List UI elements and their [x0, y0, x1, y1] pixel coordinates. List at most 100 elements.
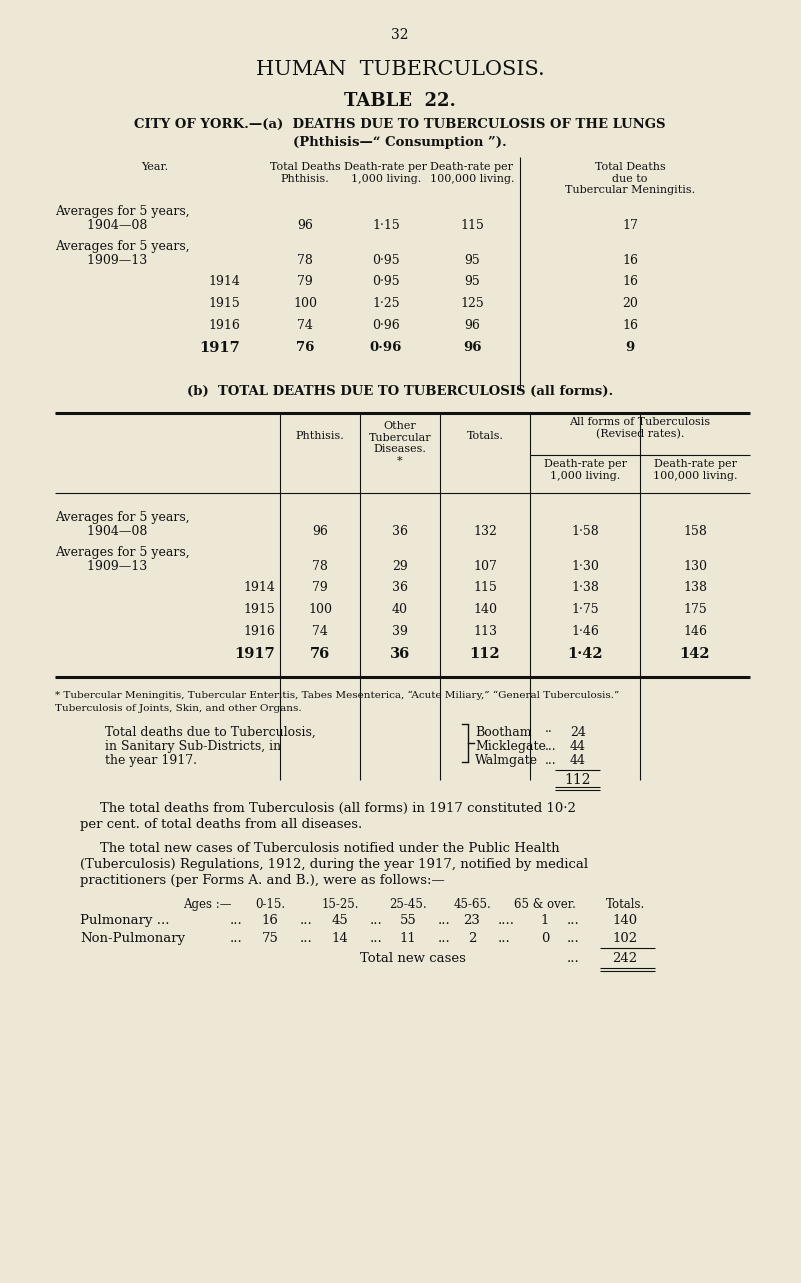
Text: 1909—13: 1909—13: [55, 254, 147, 267]
Text: Walmgate: Walmgate: [475, 754, 538, 767]
Text: 1914: 1914: [208, 275, 240, 287]
Text: ...: ...: [300, 931, 312, 946]
Text: 95: 95: [464, 254, 480, 267]
Text: 16: 16: [622, 254, 638, 267]
Text: 17: 17: [622, 219, 638, 232]
Text: ...: ...: [545, 754, 557, 767]
Text: ...: ...: [438, 913, 451, 928]
Text: 44: 44: [570, 740, 586, 753]
Text: 96: 96: [312, 525, 328, 538]
Text: Micklegate: Micklegate: [475, 740, 545, 753]
Text: 1·38: 1·38: [571, 581, 599, 594]
Text: Death-rate per
1,000 living.: Death-rate per 1,000 living.: [544, 459, 626, 481]
Text: 1904—08: 1904—08: [55, 525, 147, 538]
Text: Total new cases: Total new cases: [360, 952, 466, 965]
Text: 75: 75: [262, 931, 279, 946]
Text: Death-rate per
100,000 living.: Death-rate per 100,000 living.: [653, 459, 737, 481]
Text: 1917: 1917: [199, 341, 240, 355]
Text: 1916: 1916: [244, 625, 275, 638]
Text: Tuberculosis of Joints, Skin, and other Organs.: Tuberculosis of Joints, Skin, and other …: [55, 704, 302, 713]
Text: 130: 130: [683, 559, 707, 574]
Text: 0·96: 0·96: [370, 341, 402, 354]
Text: Totals.: Totals.: [606, 898, 645, 911]
Text: Total Deaths
Phthisis.: Total Deaths Phthisis.: [270, 162, 340, 183]
Text: 138: 138: [683, 581, 707, 594]
Text: 45: 45: [332, 913, 348, 928]
Text: Averages for 5 years,: Averages for 5 years,: [55, 205, 190, 218]
Text: 242: 242: [613, 952, 638, 965]
Text: 1: 1: [541, 913, 549, 928]
Text: Other
Tubercular
Diseases.
*: Other Tubercular Diseases. *: [368, 421, 431, 466]
Text: in Sanitary Sub-Districts, in: in Sanitary Sub-Districts, in: [105, 740, 281, 753]
Text: Phthisis.: Phthisis.: [296, 431, 344, 441]
Text: ...: ...: [438, 931, 451, 946]
Text: 140: 140: [473, 603, 497, 616]
Text: 15-25.: 15-25.: [321, 898, 359, 911]
Text: Bootham: Bootham: [475, 726, 532, 739]
Text: 125: 125: [460, 296, 484, 310]
Text: practitioners (per Forms A. and B.), were as follows:—: practitioners (per Forms A. and B.), wer…: [80, 874, 445, 887]
Text: ...: ...: [498, 931, 511, 946]
Text: 1·25: 1·25: [372, 296, 400, 310]
Text: 140: 140: [613, 913, 638, 928]
Text: 96: 96: [297, 219, 313, 232]
Text: 29: 29: [392, 559, 408, 574]
Text: 96: 96: [464, 319, 480, 332]
Text: ...: ...: [370, 931, 383, 946]
Text: 78: 78: [297, 254, 313, 267]
Text: 1904—08: 1904—08: [55, 219, 147, 232]
Text: ...: ...: [230, 931, 243, 946]
Text: 100: 100: [293, 296, 317, 310]
Text: 1915: 1915: [244, 603, 275, 616]
Text: 79: 79: [312, 581, 328, 594]
Text: 96: 96: [463, 341, 481, 354]
Text: Death-rate per
100,000 living.: Death-rate per 100,000 living.: [430, 162, 514, 183]
Text: ...: ...: [567, 931, 580, 946]
Text: 1915: 1915: [208, 296, 240, 310]
Text: ...: ...: [300, 913, 312, 928]
Text: Non-Pulmonary: Non-Pulmonary: [80, 931, 185, 946]
Text: 32: 32: [391, 28, 409, 42]
Text: 112: 112: [469, 647, 501, 661]
Text: Pulmonary ...: Pulmonary ...: [80, 913, 170, 928]
Text: Ages :—: Ages :—: [183, 898, 231, 911]
Text: ....: ....: [498, 913, 515, 928]
Text: 36: 36: [390, 647, 410, 661]
Text: Averages for 5 years,: Averages for 5 years,: [55, 511, 190, 523]
Text: * Tubercular Meningitis, Tubercular Enteritis, Tabes Mesenterica, “Acute Miliary: * Tubercular Meningitis, Tubercular Ente…: [55, 692, 619, 701]
Text: (Phthisis—“ Consumption ”).: (Phthisis—“ Consumption ”).: [293, 136, 507, 149]
Text: 0-15.: 0-15.: [255, 898, 285, 911]
Text: 1914: 1914: [244, 581, 275, 594]
Text: ...: ...: [567, 952, 580, 965]
Text: 9: 9: [626, 341, 634, 354]
Text: ...: ...: [370, 913, 383, 928]
Text: ··: ··: [545, 726, 553, 739]
Text: 78: 78: [312, 559, 328, 574]
Text: All forms of Tuberculosis
(Revised rates).: All forms of Tuberculosis (Revised rates…: [570, 417, 710, 439]
Text: 40: 40: [392, 603, 408, 616]
Text: 1·58: 1·58: [571, 525, 599, 538]
Text: ...: ...: [545, 740, 557, 753]
Text: TABLE  22.: TABLE 22.: [344, 92, 456, 110]
Text: CITY OF YORK.—(a)  DEATHS DUE TO TUBERCULOSIS OF THE LUNGS: CITY OF YORK.—(a) DEATHS DUE TO TUBERCUL…: [135, 118, 666, 131]
Text: 0·95: 0·95: [372, 275, 400, 287]
Text: Total Deaths
due to
Tubercular Meningitis.: Total Deaths due to Tubercular Meningiti…: [565, 162, 695, 195]
Text: 45-65.: 45-65.: [453, 898, 491, 911]
Text: 2: 2: [468, 931, 476, 946]
Text: 1916: 1916: [208, 319, 240, 332]
Text: 23: 23: [464, 913, 481, 928]
Text: 74: 74: [312, 625, 328, 638]
Text: 55: 55: [400, 913, 417, 928]
Text: Totals.: Totals.: [466, 431, 504, 441]
Text: The total deaths from Tuberculosis (all forms) in 1917 constituted 10·2: The total deaths from Tuberculosis (all …: [100, 802, 576, 815]
Text: 76: 76: [310, 647, 330, 661]
Text: (b)  TOTAL DEATHS DUE TO TUBERCULOSIS (all forms).: (b) TOTAL DEATHS DUE TO TUBERCULOSIS (al…: [187, 385, 613, 398]
Text: 44: 44: [570, 754, 586, 767]
Text: ...: ...: [567, 913, 580, 928]
Text: 142: 142: [680, 647, 710, 661]
Text: 1·15: 1·15: [372, 219, 400, 232]
Text: 113: 113: [473, 625, 497, 638]
Text: The total new cases of Tuberculosis notified under the Public Health: The total new cases of Tuberculosis noti…: [100, 842, 560, 854]
Text: 76: 76: [296, 341, 314, 354]
Text: Averages for 5 years,: Averages for 5 years,: [55, 547, 190, 559]
